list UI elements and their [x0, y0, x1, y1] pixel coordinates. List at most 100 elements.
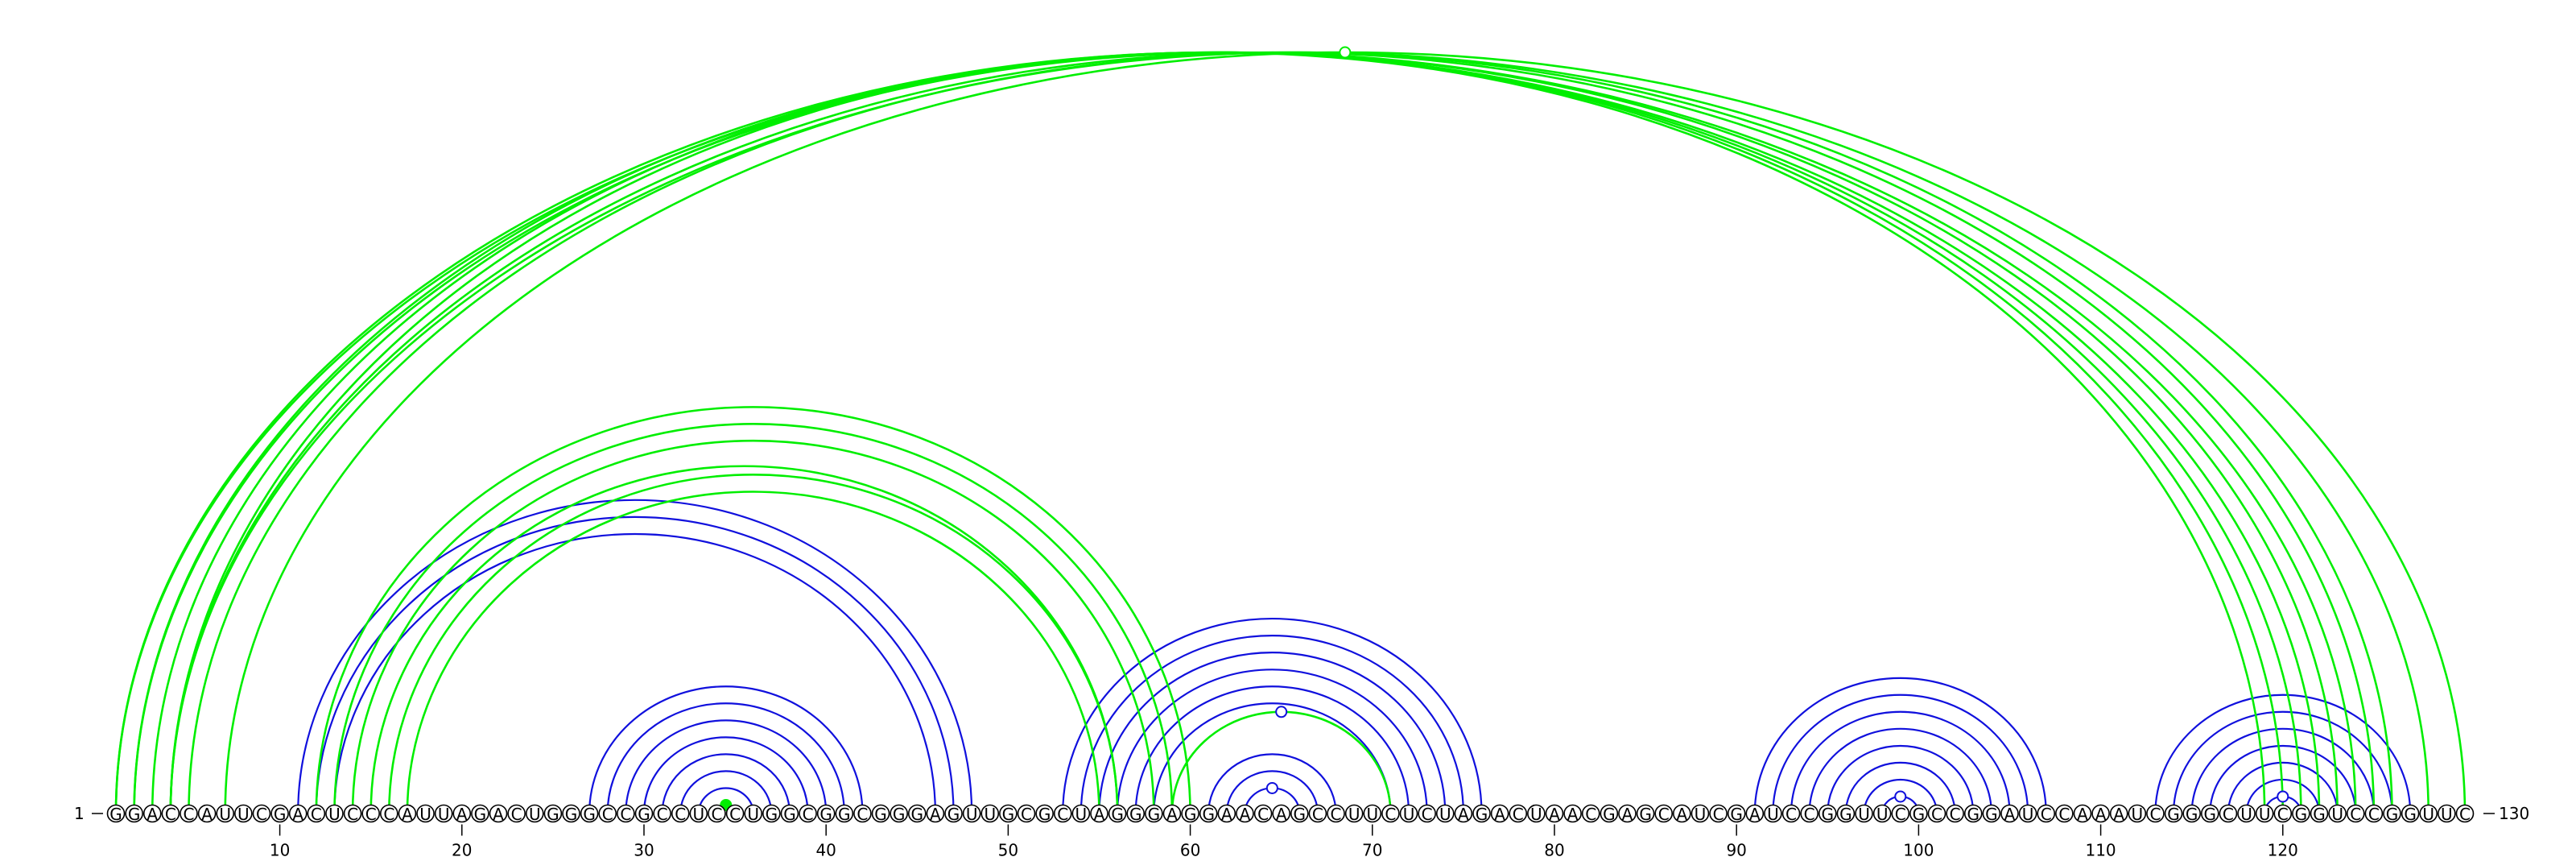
nucleotide-letter-98: U: [1876, 805, 1889, 824]
base-pair-arc-5-0: [1170, 710, 1392, 814]
nucleotide-circle-105: [2000, 804, 2019, 823]
nucleotide-circle-125: [2364, 804, 2384, 823]
nucleotide-letter-12: C: [311, 805, 322, 824]
nucleotide-circle-5: [180, 804, 198, 823]
base-pair-arc-10-1: [224, 51, 2467, 814]
tick-label-60: 60: [1180, 841, 1200, 857]
nucleotide-letter-73: C: [1422, 805, 1433, 824]
nucleotide-letter-59: A: [1166, 805, 1178, 824]
nucleotide-circle-32: [671, 804, 690, 823]
nucleotide-letter-23: C: [511, 805, 522, 824]
nucleotide-circle-102: [1946, 804, 1964, 823]
base-pair-arc-3-2: [1098, 652, 1447, 814]
nucleotide-circle-92: [1764, 804, 1782, 823]
nucleotide-letter-6: A: [201, 805, 213, 824]
nucleotide-circle-3: [142, 804, 162, 823]
nucleotide-letter-32: C: [675, 805, 686, 824]
nucleotide-circle-25: [543, 804, 563, 823]
base-pair-arc-4-0: [1208, 753, 1337, 814]
nucleotide-circle-119: [2255, 804, 2274, 823]
nucleotide-letter-14: C: [347, 805, 358, 824]
nucleotide-circle-26: [562, 804, 580, 823]
nucleotide-circle-93: [1781, 804, 1801, 823]
nucleotide-circle-78: [1509, 804, 1528, 823]
nucleotide-circle-90: [1727, 804, 1746, 823]
nucleotide-circle-106: [2018, 804, 2037, 823]
nucleotide-circle-73: [1418, 804, 1436, 823]
nucleotide-letter-5: C: [183, 805, 194, 824]
base-pair-arc-11-3: [369, 465, 1119, 814]
nucleotide-letter-9: C: [256, 805, 267, 824]
nucleotide-circle-17: [398, 804, 417, 823]
nucleotide-letter-50: G: [1002, 805, 1015, 824]
nucleotide-circle-41: [835, 804, 854, 823]
nucleotide-letter-25: G: [547, 805, 559, 824]
nucleotide-letter-65: A: [1276, 805, 1287, 824]
nucleotide-circle-12: [307, 804, 326, 823]
nucleotide-circle-74: [1435, 804, 1455, 823]
nucleotide-letter-35: C: [729, 805, 741, 824]
nucleotide-letter-75: A: [1458, 805, 1469, 824]
nucleotide-letter-55: A: [1094, 805, 1105, 824]
nucleotide-circle-7: [216, 804, 235, 823]
nucleotide-circle-117: [2219, 804, 2238, 823]
nucleotide-circle-19: [434, 804, 453, 823]
nucleotide-circle-97: [1855, 804, 1873, 823]
nucleotide-circle-82: [1581, 804, 1600, 823]
base-pair-arc-8-0: [114, 51, 2321, 814]
nucleotide-letter-56: G: [1111, 805, 1124, 824]
base-pair-arc-7-3: [2209, 744, 2357, 814]
base-pair-arc-1-1: [606, 702, 845, 814]
nucleotide-letter-57: G: [1129, 805, 1142, 824]
nucleotide-letter-99: C: [1895, 805, 1906, 824]
nucleotide-letter-34: C: [711, 805, 722, 824]
nucleotide-circle-46: [926, 804, 945, 823]
base-pair-arc-9-3: [188, 51, 2393, 814]
nucleotide-letter-104: G: [1985, 805, 1998, 824]
base-pair-arc-1-4: [661, 753, 791, 814]
nucleotide-circle-43: [871, 804, 890, 823]
nucleotide-letter-88: U: [1695, 805, 1707, 824]
base-pair-arc-10-0: [169, 51, 2430, 814]
nucleotide-letter-109: A: [2077, 805, 2088, 824]
nucleotide-circle-124: [2346, 804, 2365, 823]
base-pair-arc-11-1: [333, 422, 1174, 814]
nucleotide-letter-119: U: [2259, 805, 2271, 824]
nucleotide-letter-66: G: [1294, 805, 1307, 824]
nucleotide-letter-80: A: [1549, 805, 1560, 824]
base-pair-arc-12-0: [388, 474, 1119, 814]
nucleotide-circle-69: [1344, 804, 1364, 823]
nucleotide-letter-96: G: [1839, 805, 1852, 824]
nucleotide-circle-59: [1162, 804, 1182, 823]
nucleotide-letter-68: C: [1331, 805, 1342, 824]
nucleotide-letter-105: A: [2004, 805, 2016, 824]
nucleotide-letter-46: A: [930, 805, 941, 824]
nucleotide-circle-120: [2273, 804, 2293, 823]
nucleotide-letter-44: G: [893, 805, 906, 824]
tick-label-120: 120: [2268, 841, 2298, 857]
nucleotide-circle-45: [907, 804, 927, 823]
nucleotide-letter-112: U: [2131, 805, 2143, 824]
nucleotide-letter-15: C: [365, 805, 377, 824]
base-pair-arc-7-2: [2190, 727, 2375, 814]
nucleotide-circle-36: [744, 804, 763, 823]
base-pair-arc-6-1: [1772, 693, 2029, 814]
nucleotide-circle-51: [1017, 804, 1036, 823]
nucleotide-circle-118: [2237, 804, 2256, 823]
nucleotide-letter-124: C: [2350, 805, 2361, 824]
nucleotide-letter-30: G: [638, 805, 650, 824]
base-pair-arc-6-0: [1753, 677, 2047, 814]
nucleotide-circle-104: [1982, 804, 2001, 823]
nucleotide-letter-47: G: [947, 805, 960, 824]
nucleotide-circle-99: [1891, 804, 1910, 823]
tick-label-80: 80: [1544, 841, 1564, 857]
nucleotide-circle-85: [1636, 804, 1655, 823]
nucleotide-circle-31: [653, 804, 671, 823]
nucleotide-circle-115: [2182, 804, 2201, 823]
nucleotide-letter-122: G: [2313, 805, 2326, 824]
nucleotide-circle-77: [1490, 804, 1509, 823]
nucleotide-letter-39: C: [803, 805, 814, 824]
nucleotide-circle-1: [106, 804, 126, 823]
base-pair-arc-0-1: [315, 515, 955, 814]
nucleotide-letter-126: G: [2386, 805, 2399, 824]
